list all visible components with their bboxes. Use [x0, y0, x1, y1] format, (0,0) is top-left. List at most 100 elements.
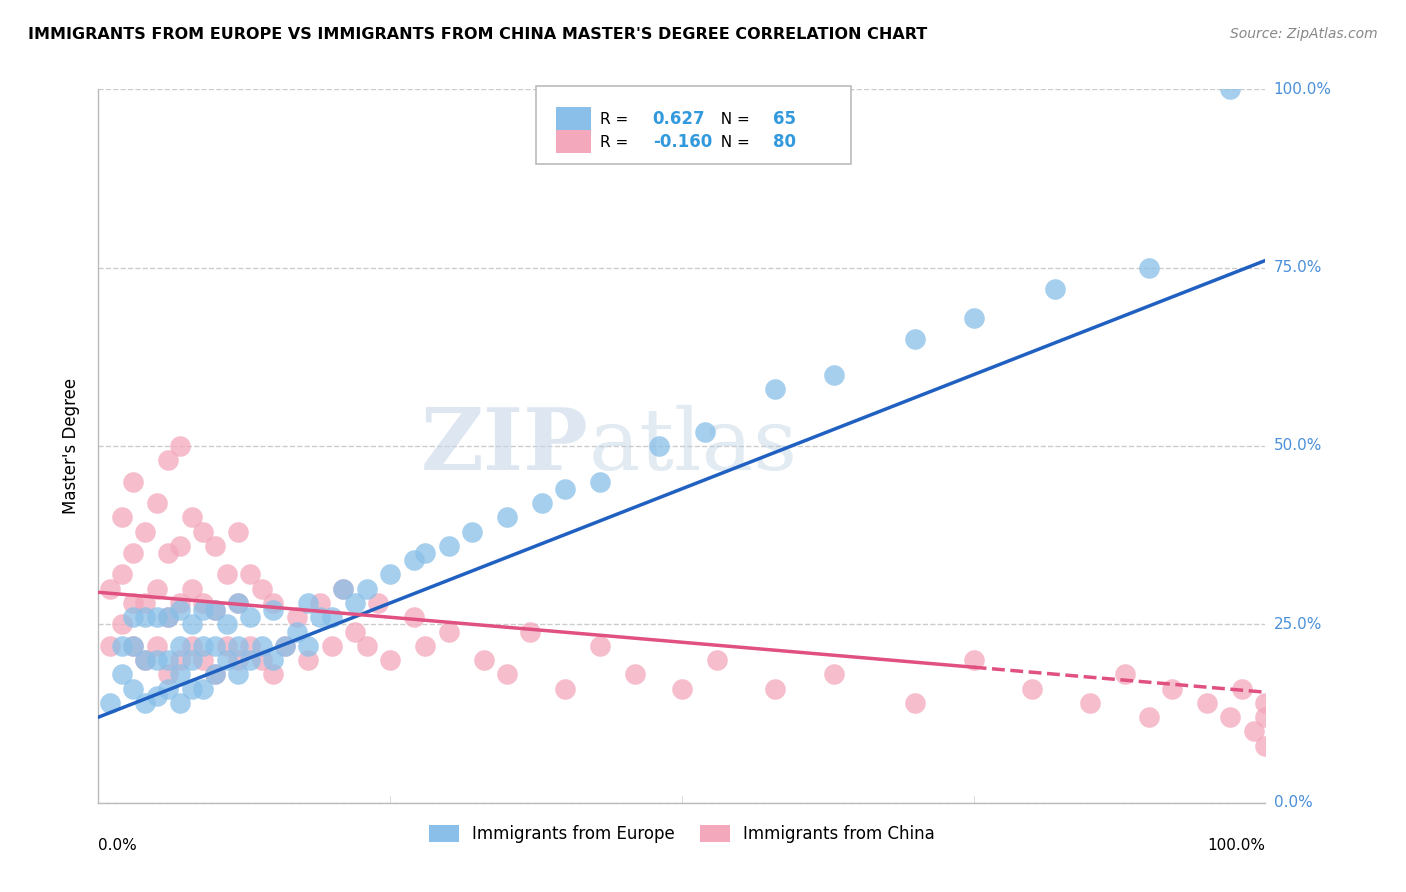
- Point: [1045, 282, 1067, 296]
- Point: [1161, 681, 1184, 696]
- Point: [647, 439, 669, 453]
- Point: [146, 639, 169, 653]
- Point: [1137, 260, 1160, 275]
- Point: [215, 639, 238, 653]
- Point: [496, 510, 519, 524]
- Point: [472, 653, 495, 667]
- Point: [169, 439, 191, 453]
- Point: [111, 567, 134, 582]
- Point: [122, 475, 145, 489]
- Point: [519, 624, 541, 639]
- Point: [215, 617, 238, 632]
- Point: [962, 653, 984, 667]
- Point: [228, 653, 250, 667]
- Point: [1219, 82, 1241, 96]
- Point: [169, 596, 191, 610]
- Point: [356, 582, 378, 596]
- Point: [413, 546, 436, 560]
- Point: [146, 653, 169, 667]
- Point: [111, 639, 134, 653]
- Point: [180, 681, 202, 696]
- Point: [111, 617, 134, 632]
- Point: [624, 667, 647, 681]
- Point: [215, 653, 238, 667]
- Text: R =: R =: [600, 112, 633, 127]
- Text: ZIP: ZIP: [420, 404, 589, 488]
- Point: [250, 582, 273, 596]
- Point: [262, 653, 284, 667]
- Point: [1254, 739, 1277, 753]
- Text: 0.0%: 0.0%: [1274, 796, 1312, 810]
- Point: [589, 639, 612, 653]
- Point: [98, 639, 121, 653]
- Point: [671, 681, 693, 696]
- Point: [204, 639, 226, 653]
- Point: [344, 624, 367, 639]
- Point: [367, 596, 389, 610]
- Point: [1243, 724, 1265, 739]
- Point: [250, 653, 273, 667]
- Text: 0.627: 0.627: [652, 111, 706, 128]
- Text: IMMIGRANTS FROM EUROPE VS IMMIGRANTS FROM CHINA MASTER'S DEGREE CORRELATION CHAR: IMMIGRANTS FROM EUROPE VS IMMIGRANTS FRO…: [28, 27, 928, 42]
- Point: [193, 681, 215, 696]
- Point: [763, 382, 786, 396]
- Point: [111, 667, 134, 681]
- Point: [274, 639, 297, 653]
- Text: atlas: atlas: [589, 404, 797, 488]
- Point: [122, 639, 145, 653]
- Point: [146, 496, 169, 510]
- Point: [180, 510, 202, 524]
- Point: [461, 524, 484, 539]
- Point: [332, 582, 354, 596]
- Point: [823, 667, 845, 681]
- Point: [111, 510, 134, 524]
- Point: [962, 310, 984, 325]
- Point: [122, 639, 145, 653]
- Point: [239, 639, 262, 653]
- Point: [437, 624, 460, 639]
- Point: [228, 639, 250, 653]
- Point: [250, 639, 273, 653]
- Point: [193, 596, 215, 610]
- Text: 0.0%: 0.0%: [98, 838, 138, 854]
- Point: [904, 332, 927, 346]
- Point: [321, 610, 343, 624]
- Point: [589, 475, 612, 489]
- Point: [98, 582, 121, 596]
- Point: [1021, 681, 1043, 696]
- Point: [134, 653, 156, 667]
- Point: [823, 368, 845, 382]
- Point: [169, 603, 191, 617]
- Point: [204, 603, 226, 617]
- Point: [239, 610, 262, 624]
- Point: [380, 567, 402, 582]
- Point: [402, 553, 425, 567]
- Point: [262, 596, 284, 610]
- Point: [228, 524, 250, 539]
- Point: [157, 653, 180, 667]
- Point: [321, 639, 343, 653]
- Point: [285, 610, 308, 624]
- Point: [204, 603, 226, 617]
- Text: 25.0%: 25.0%: [1274, 617, 1322, 632]
- Point: [530, 496, 553, 510]
- Point: [496, 667, 519, 681]
- FancyBboxPatch shape: [536, 86, 851, 164]
- Point: [1080, 696, 1102, 710]
- Point: [204, 667, 226, 681]
- Point: [204, 539, 226, 553]
- Point: [297, 653, 319, 667]
- Point: [309, 610, 332, 624]
- Point: [1114, 667, 1136, 681]
- Text: N =: N =: [711, 112, 755, 127]
- Text: N =: N =: [711, 135, 755, 150]
- Point: [554, 482, 576, 496]
- Point: [157, 681, 180, 696]
- Point: [228, 596, 250, 610]
- Point: [122, 596, 145, 610]
- Point: [262, 603, 284, 617]
- Point: [1254, 696, 1277, 710]
- FancyBboxPatch shape: [555, 130, 591, 153]
- Text: R =: R =: [600, 135, 633, 150]
- Text: 100.0%: 100.0%: [1208, 838, 1265, 854]
